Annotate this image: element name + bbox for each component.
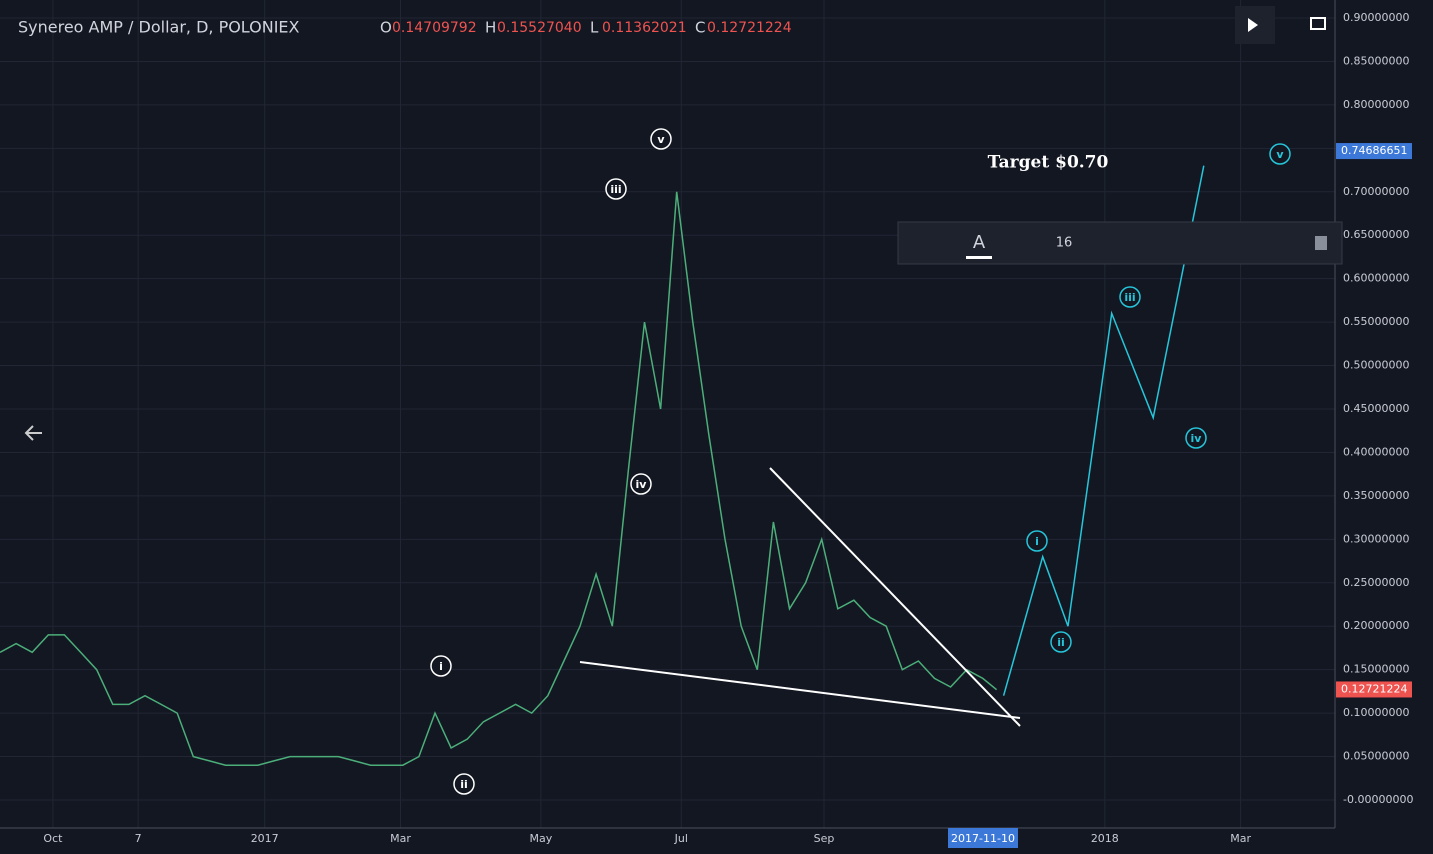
x-tick-label: Oct [43, 832, 63, 845]
y-tick-label: 0.20000000 [1343, 619, 1409, 632]
wave-label: iii [1124, 291, 1135, 304]
wave-circle [430, 655, 452, 677]
wave-circle [453, 773, 475, 795]
ohlc-value: 0.14709792 [392, 20, 477, 36]
text-tool[interactable]: A [973, 232, 986, 253]
back-button[interactable] [24, 425, 42, 441]
x-tick-label: Sep [814, 832, 835, 845]
price-line [1002, 165, 1205, 696]
x-tick-label: 7 [135, 832, 142, 845]
wave-circle [605, 178, 627, 200]
y-tick-label: 0.55000000 [1343, 315, 1409, 328]
ohlc-key: H [485, 19, 496, 37]
wave-label: ii [1057, 636, 1065, 649]
font-size[interactable]: 16 [1056, 236, 1073, 251]
y-tick-label: 0.70000000 [1343, 185, 1409, 198]
wave-label: iii [610, 183, 621, 196]
wave-label: iv [1191, 432, 1203, 445]
y-tick-label: 0.30000000 [1343, 532, 1409, 545]
wave-label: ii [460, 778, 468, 791]
x-tick-label: Jul [674, 832, 688, 845]
wave-circle [1269, 143, 1291, 165]
y-tick-label: 0.45000000 [1343, 402, 1409, 415]
wave-label: v [1276, 148, 1284, 161]
price-line [0, 191, 998, 766]
x-tick-label: 2017 [251, 832, 279, 845]
y-tick-label: 0.90000000 [1343, 11, 1409, 24]
y-tick-label: 0.85000000 [1343, 54, 1409, 67]
wave-label: i [1035, 535, 1039, 548]
ohlc-value: 0.12721224 [707, 20, 792, 36]
y-tick-label: 0.60000000 [1343, 272, 1409, 285]
x-tick-label: Mar [390, 832, 411, 845]
price-tag-label: 0.12721224 [1341, 682, 1407, 695]
y-tick-label: -0.00000000 [1343, 793, 1413, 806]
maximize[interactable] [1310, 17, 1326, 30]
wave-circle [1050, 631, 1072, 653]
x-tick-label: Mar [1230, 832, 1251, 845]
price-tag [1336, 681, 1412, 698]
ohlc-key: L [590, 19, 599, 37]
toolbar [897, 221, 1343, 265]
wave-label: iv [636, 478, 648, 491]
ohlc-value: 0.15527040 [497, 20, 582, 36]
color-swatch[interactable] [966, 256, 992, 259]
ohlc: O 0.14709792 H 0.15527040 L 0.11362021 C 0.1272… [380, 19, 792, 37]
y-tick-label: 0.25000000 [1343, 576, 1409, 589]
delete[interactable] [1315, 236, 1327, 250]
y-tick-label: 0.10000000 [1343, 706, 1409, 719]
wave-label: v [657, 133, 665, 146]
y-tick-label: 0.15000000 [1343, 663, 1409, 676]
wave-circle [630, 473, 652, 495]
trendline [769, 467, 1021, 727]
ohlc-value: 0.11362021 [602, 20, 687, 36]
wave-circle [1185, 427, 1207, 449]
ohlc-key: C [695, 19, 705, 37]
cursor-label: 2017-11-10 [951, 832, 1015, 845]
symbol[interactable]: Synereo AMP / Dollar, D, POLONIEX [18, 18, 300, 37]
trendline [579, 661, 1021, 719]
y-tick-label: 0.65000000 [1343, 228, 1409, 241]
wave-circle [1026, 530, 1048, 552]
wave-circle [1119, 286, 1141, 308]
x-tick-label: 2018 [1091, 832, 1119, 845]
wave-circle [650, 128, 672, 150]
y-tick-label: 0.05000000 [1343, 750, 1409, 763]
price-tag [1336, 143, 1412, 160]
cursor-tag [948, 828, 1018, 848]
play-icon [1248, 18, 1258, 32]
y-tick-label: 0.35000000 [1343, 489, 1409, 502]
y-tick-label: 0.40000000 [1343, 445, 1409, 458]
wave-label: i [439, 660, 443, 673]
plot [0, 165, 1205, 766]
x-tick-label: May [530, 832, 553, 845]
ohlc-key: O [380, 19, 392, 37]
y-tick-label: 0.50000000 [1343, 359, 1409, 372]
price-tag-label: 0.74686651 [1341, 144, 1407, 157]
annotation: Target $0.70 [988, 153, 1109, 173]
y-tick-label: 0.80000000 [1343, 98, 1409, 111]
